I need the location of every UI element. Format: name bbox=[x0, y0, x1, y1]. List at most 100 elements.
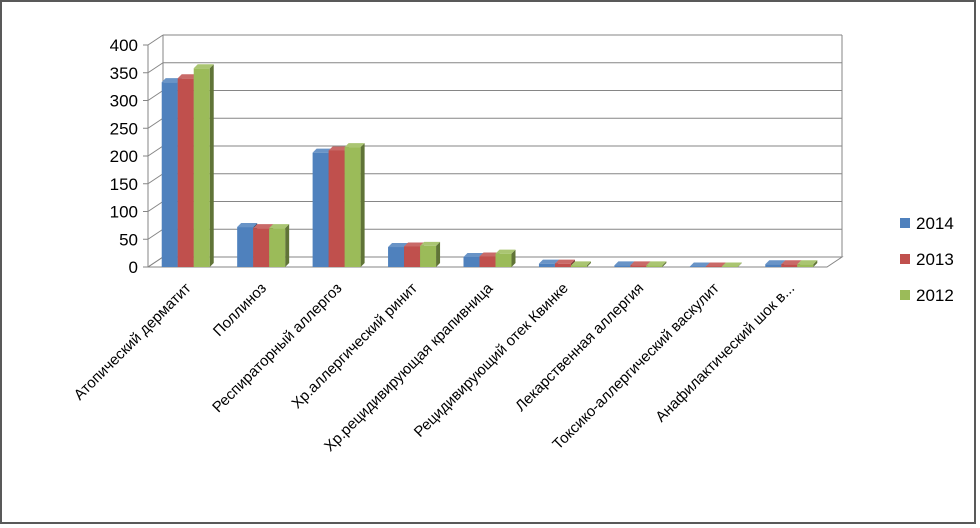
bar-front bbox=[554, 263, 571, 267]
bar-front bbox=[689, 266, 706, 267]
bar-side bbox=[285, 224, 290, 267]
bar-front bbox=[312, 152, 329, 267]
y-tick-label: 150 bbox=[110, 175, 138, 194]
bar-side bbox=[360, 143, 365, 267]
bar-front bbox=[237, 227, 254, 267]
gridline-side bbox=[147, 173, 164, 185]
y-tick-label: 300 bbox=[110, 92, 138, 111]
bar-side bbox=[436, 241, 441, 267]
bar-front bbox=[253, 228, 270, 267]
x-category-label: Респираторный аллергоз bbox=[209, 280, 345, 416]
bar-side bbox=[813, 260, 818, 267]
bar-2012 bbox=[344, 143, 365, 267]
bar-2012 bbox=[721, 262, 742, 267]
legend-label: 2013 bbox=[916, 250, 954, 269]
bar-top bbox=[237, 223, 258, 228]
y-tick-label: 100 bbox=[110, 203, 138, 222]
bar-side bbox=[737, 262, 742, 267]
gridline-side bbox=[147, 145, 164, 157]
bar-top bbox=[538, 259, 559, 264]
bar-front bbox=[344, 147, 361, 267]
bar-top bbox=[781, 260, 802, 265]
bar-front bbox=[721, 266, 738, 267]
bar-2012 bbox=[193, 64, 214, 267]
bar-front bbox=[193, 68, 210, 267]
bar-front bbox=[161, 82, 178, 267]
bar-top bbox=[479, 252, 500, 257]
x-category-label: Лекарственная аллергия bbox=[512, 280, 647, 415]
bar-top bbox=[689, 262, 710, 267]
bar-front bbox=[797, 264, 814, 267]
bar-top bbox=[388, 243, 409, 248]
x-category-label: Рецидивирующий отек Квинке bbox=[411, 280, 572, 441]
bar-front bbox=[705, 266, 722, 267]
bar-top bbox=[312, 148, 333, 153]
x-axis: Атопический дерматит ПоллинозРеспираторны… bbox=[71, 279, 798, 455]
bar-front bbox=[538, 263, 555, 267]
bar-front bbox=[781, 264, 798, 267]
bar-top bbox=[646, 261, 667, 266]
y-axis: 0 50 100 150 200 250 300 350 400 bbox=[110, 36, 148, 277]
bar-top bbox=[495, 249, 516, 254]
bar-front bbox=[765, 264, 782, 267]
x-category-label: Хр.аллергический ринит bbox=[288, 280, 421, 413]
bar-top bbox=[705, 262, 726, 267]
bar-front bbox=[328, 150, 345, 267]
bar-top bbox=[177, 74, 198, 79]
x-category-label: Атопический дерматит bbox=[71, 280, 195, 404]
bar-front bbox=[404, 246, 421, 267]
bar-top bbox=[765, 260, 786, 265]
bar-side bbox=[511, 249, 516, 267]
gridline-side bbox=[147, 62, 164, 74]
gridline-side bbox=[147, 34, 164, 46]
bar-2012 bbox=[420, 241, 441, 267]
x-category-label: Поллиноз bbox=[210, 280, 270, 340]
bar-top bbox=[328, 146, 349, 151]
bar-top bbox=[404, 242, 425, 247]
bars bbox=[161, 64, 818, 267]
bar-top bbox=[269, 224, 290, 229]
y-tick-label: 350 bbox=[110, 64, 138, 83]
bar-front bbox=[177, 78, 194, 267]
bar-top bbox=[161, 78, 182, 83]
legend-swatch bbox=[900, 254, 910, 264]
bar-2012 bbox=[646, 261, 667, 267]
bar-side bbox=[586, 261, 591, 267]
y-tick-label: 0 bbox=[129, 258, 138, 277]
bar-front bbox=[630, 265, 647, 267]
legend-label: 2012 bbox=[916, 286, 954, 305]
bar-top bbox=[344, 143, 365, 148]
bar-side bbox=[662, 261, 667, 267]
y-tick-label: 200 bbox=[110, 147, 138, 166]
bar-top bbox=[253, 224, 274, 229]
y-tick-label: 400 bbox=[110, 36, 138, 55]
x-category-label: Токсико-аллергический васкулит bbox=[549, 280, 722, 453]
bar-top bbox=[420, 241, 441, 246]
bar-top bbox=[193, 64, 214, 69]
gridline-side bbox=[147, 117, 164, 129]
bar-top bbox=[614, 261, 635, 266]
gridline-side bbox=[147, 256, 164, 268]
bar-2012 bbox=[269, 224, 290, 267]
y-tick-label: 250 bbox=[110, 119, 138, 138]
bar-top bbox=[570, 261, 591, 266]
bar-2012 bbox=[495, 249, 516, 267]
bar-front bbox=[388, 247, 405, 267]
x-category-label: Анафилактический шок в... bbox=[652, 280, 798, 426]
bar-front bbox=[269, 228, 286, 267]
bar-top bbox=[554, 259, 575, 264]
gridline-side bbox=[147, 228, 164, 240]
bar-front bbox=[570, 265, 587, 267]
legend: 2014 2013 2012 bbox=[900, 214, 954, 305]
bar-front bbox=[646, 265, 663, 267]
bar-top bbox=[721, 262, 742, 267]
bar-front bbox=[479, 256, 496, 267]
legend-label: 2014 bbox=[916, 214, 954, 233]
bar-top bbox=[797, 260, 818, 265]
bar-side bbox=[209, 64, 214, 267]
bar-front bbox=[495, 253, 512, 267]
bar-front bbox=[420, 245, 437, 267]
x-category-label: Хр.рецидивирующая крапивница bbox=[321, 279, 497, 455]
